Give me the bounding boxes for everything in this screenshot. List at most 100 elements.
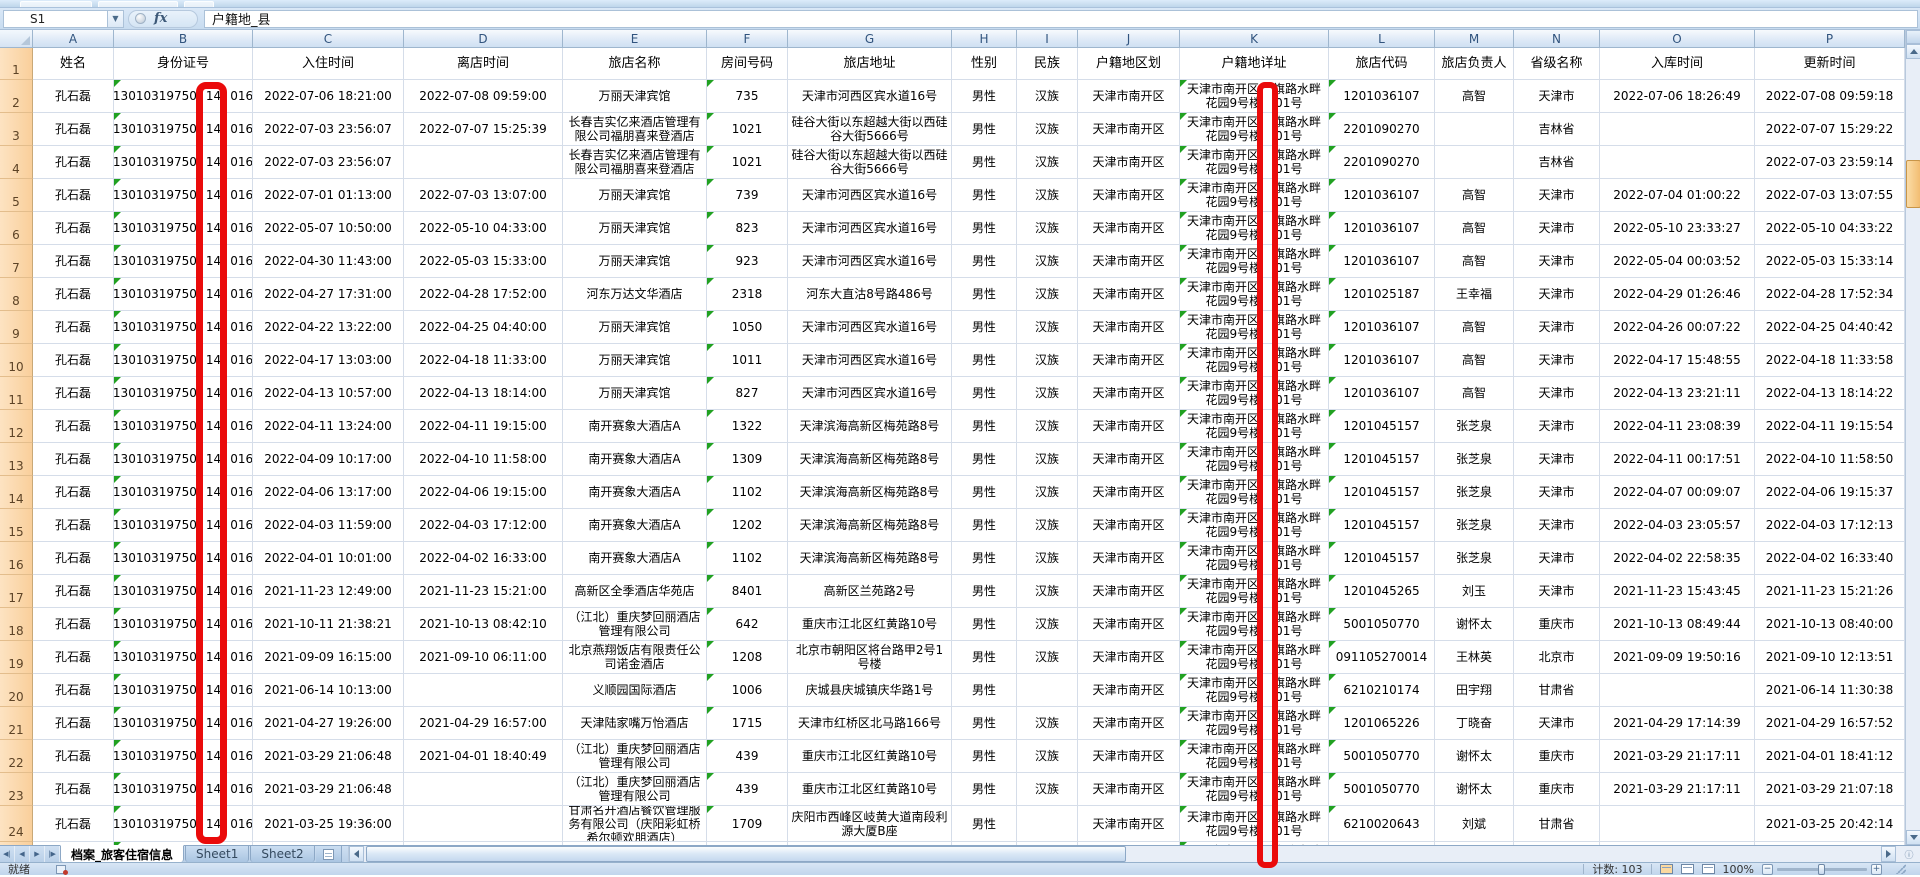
cell-registered-address[interactable]: 天津市南开区旗路水畔花园9号楼 01号 [1180, 773, 1329, 806]
cell-stored-time[interactable]: 2022-05-04 00:03:52 [1600, 245, 1755, 278]
name-box[interactable]: S1 [3, 9, 107, 28]
cell-hotel-address[interactable]: 天津滨海高新区梅苑路8号 [788, 542, 952, 575]
cell-gender[interactable]: 男性 [952, 674, 1017, 707]
cell-ethnicity[interactable]: 汉族 [1017, 80, 1078, 113]
cell-checkout-time[interactable]: 2021-11-23 15:21:00 [404, 575, 563, 608]
cell-ethnicity[interactable]: 汉族 [1017, 707, 1078, 740]
cell-hotel-code[interactable]: 6210210174 [1329, 674, 1435, 707]
cell-hotel-manager[interactable]: 高智 [1435, 377, 1514, 410]
zoom-slider-thumb[interactable] [1818, 863, 1825, 875]
cell-hotel-manager[interactable]: 张芝泉 [1435, 509, 1514, 542]
cell-ethnicity[interactable]: 汉族 [1017, 842, 1078, 845]
cell-hotel-manager[interactable] [1435, 146, 1514, 179]
cell-room-number[interactable]: 439 [707, 773, 788, 806]
row-header-21[interactable]: 21 [0, 707, 33, 740]
cell-hotel-name[interactable]: 长春吉实亿来酒店管理有限公司福朋喜来登酒店 [563, 146, 707, 179]
cell-gender[interactable]: 男性 [952, 179, 1017, 212]
cell-checkin-time[interactable]: 2022-04-09 10:17:00 [253, 443, 404, 476]
cell-name[interactable]: 孔石磊 [33, 179, 114, 212]
vertical-split-handle[interactable] [1906, 30, 1920, 44]
cell-registered-address[interactable]: 天津市南开区旗路水畔花园9号楼 01号 [1180, 278, 1329, 311]
cell-name[interactable]: 孔石磊 [33, 542, 114, 575]
cell-hotel-manager[interactable]: 高智 [1435, 344, 1514, 377]
cell-gender[interactable]: 男性 [952, 806, 1017, 842]
cell-registered-address[interactable]: 天津市南开区旗路水畔花园9号楼 01号 [1180, 377, 1329, 410]
cell-registered-address[interactable]: 天津市南开区旗路水畔花园9号楼 01号 [1180, 443, 1329, 476]
column-header-B[interactable]: B [114, 30, 253, 48]
cell-registered-district[interactable]: 天津市南开区 [1078, 773, 1180, 806]
cell-stored-time[interactable]: 2022-04-11 00:17:51 [1600, 443, 1755, 476]
cell-ethnicity[interactable]: 汉族 [1017, 278, 1078, 311]
cell-hotel-address[interactable]: 高新区兰苑路2号 [788, 575, 952, 608]
cell-hotel-manager[interactable]: 谢怀太 [1435, 773, 1514, 806]
row-header-12[interactable]: 12 [0, 410, 33, 443]
header-cell-B[interactable]: 身份证号 [114, 48, 253, 80]
header-cell-A[interactable]: 姓名 [33, 48, 114, 80]
cell-province[interactable]: 天津市 [1514, 245, 1600, 278]
cell-checkout-time[interactable]: 2022-05-10 04:33:00 [404, 212, 563, 245]
cell-hotel-code[interactable]: 6210020643 [1329, 806, 1435, 842]
cell-registered-address[interactable]: 天津市南开区旗路水畔花园9号楼 01号 [1180, 212, 1329, 245]
cell-gender[interactable]: 男性 [952, 476, 1017, 509]
cell-checkin-time[interactable]: 2022-04-13 10:57:00 [253, 377, 404, 410]
cell-registered-district[interactable]: 天津市南开区 [1078, 509, 1180, 542]
cell-province[interactable] [1514, 842, 1600, 845]
cell-registered-district[interactable]: 天津市南开区 [1078, 842, 1180, 845]
cell-checkout-time[interactable]: 2022-04-25 04:40:00 [404, 311, 563, 344]
cell-ethnicity[interactable]: 汉族 [1017, 575, 1078, 608]
zoom-slider-track[interactable] [1777, 863, 1867, 875]
cell-registered-address[interactable]: 天津市南开区旗路水畔花园9号楼 01号 [1180, 608, 1329, 641]
cell-checkin-time[interactable]: 2021-04-27 19:26:00 [253, 707, 404, 740]
cell-updated-time[interactable]: 2021-11-23 15:21:26 [1755, 575, 1905, 608]
cell-updated-time[interactable]: 2022-07-03 13:07:55 [1755, 179, 1905, 212]
cell-gender[interactable]: 男性 [952, 146, 1017, 179]
cell-gender[interactable]: 男性 [952, 443, 1017, 476]
row-header-25[interactable]: 25 [0, 842, 33, 845]
cell-hotel-address[interactable]: 天津市河西区宾水道16号 [788, 377, 952, 410]
cell-stored-time[interactable] [1600, 806, 1755, 842]
cell-checkin-time[interactable]: 2022-04-11 13:24:00 [253, 410, 404, 443]
cell-checkout-time[interactable] [404, 674, 563, 707]
cell-hotel-address[interactable]: 重庆市江北区红黄路10号 [788, 740, 952, 773]
cell-updated-time[interactable]: 2021-03-29 21:07:18 [1755, 773, 1905, 806]
cell-checkin-time[interactable]: 2022-07-06 18:21:00 [253, 80, 404, 113]
row-header-19[interactable]: 19 [0, 641, 33, 674]
cell-registered-district[interactable]: 天津市南开区 [1078, 641, 1180, 674]
cell-updated-time[interactable]: 2021-10-13 08:40:00 [1755, 608, 1905, 641]
cell-hotel-manager[interactable]: 高智 [1435, 311, 1514, 344]
cell-hotel-name[interactable]: 南开赛象大酒店A [563, 410, 707, 443]
cell-name[interactable]: 孔石磊 [33, 773, 114, 806]
cell-hotel-code[interactable]: 1201045157 [1329, 443, 1435, 476]
cell-room-number[interactable]: 1202 [707, 509, 788, 542]
cell-registered-district[interactable]: 天津市南开区 [1078, 674, 1180, 707]
cell-hotel-name[interactable]: 河东万达文华酒店 [563, 278, 707, 311]
cell-checkout-time[interactable]: 2022-04-13 18:14:00 [404, 377, 563, 410]
cell-registered-address[interactable]: 天津市南开区旗路水畔花园9号楼 01号 [1180, 245, 1329, 278]
cell-registered-address[interactable]: 天津市南开区旗路水畔花园9号楼 01号 [1180, 410, 1329, 443]
cell-updated-time[interactable]: 2022-05-03 15:33:14 [1755, 245, 1905, 278]
cell-name[interactable]: 孔石磊 [33, 575, 114, 608]
cell-hotel-address[interactable]: 天津市河西区宾水道16号 [788, 179, 952, 212]
cell-gender[interactable]: 男性 [952, 410, 1017, 443]
cell-hotel-manager[interactable]: 高智 [1435, 80, 1514, 113]
cell-hotel-code[interactable]: 091105270014 [1329, 641, 1435, 674]
cell-hotel-manager[interactable]: 张芝泉 [1435, 443, 1514, 476]
cell-hotel-code[interactable]: 2201090270 [1329, 113, 1435, 146]
cell-gender[interactable]: 男性 [952, 707, 1017, 740]
cell-hotel-code[interactable]: 1201036107 [1329, 344, 1435, 377]
cell-checkin-time[interactable]: 2021-10-11 21:38:21 [253, 608, 404, 641]
normal-view-button[interactable] [1659, 864, 1673, 874]
cell-registered-district[interactable]: 天津市南开区 [1078, 146, 1180, 179]
cell-room-number[interactable]: 642 [707, 608, 788, 641]
cell-registered-address[interactable]: 天津市南开区旗路水畔花园9号楼 01号 [1180, 740, 1329, 773]
insert-function-icon[interactable] [135, 13, 146, 24]
cell-checkout-time[interactable]: 2022-04-03 17:12:00 [404, 509, 563, 542]
cell-name[interactable]: 孔石磊 [33, 146, 114, 179]
cell-ethnicity[interactable]: 汉族 [1017, 740, 1078, 773]
cell-hotel-code[interactable]: 1201045157 [1329, 410, 1435, 443]
cell-checkout-time[interactable]: 2021-04-01 18:40:49 [404, 740, 563, 773]
header-cell-M[interactable]: 旅店负责人 [1435, 48, 1514, 80]
